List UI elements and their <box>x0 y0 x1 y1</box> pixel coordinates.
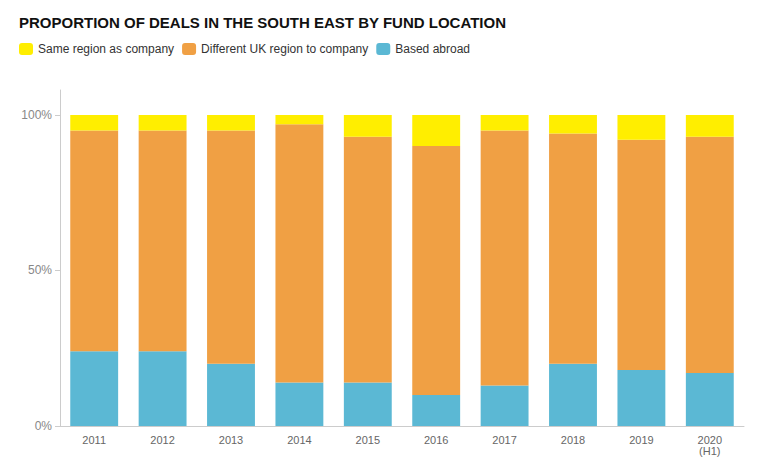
svg-text:PROPORTION OF DEALS IN THE SOU: PROPORTION OF DEALS IN THE SOUTH EAST BY… <box>19 14 506 31</box>
svg-text:2014: 2014 <box>287 434 311 446</box>
svg-text:Based abroad: Based abroad <box>395 42 470 56</box>
svg-text:0%: 0% <box>35 419 53 433</box>
svg-text:2013: 2013 <box>219 434 243 446</box>
svg-text:2016: 2016 <box>424 434 448 446</box>
svg-text:Different UK region to company: Different UK region to company <box>201 42 368 56</box>
svg-text:2019: 2019 <box>629 434 653 446</box>
svg-text:2012: 2012 <box>150 434 174 446</box>
svg-text:2011: 2011 <box>82 434 106 446</box>
svg-text:(H1): (H1) <box>699 445 720 457</box>
svg-text:50%: 50% <box>28 263 52 277</box>
svg-text:2017: 2017 <box>492 434 516 446</box>
svg-text:Same region as company: Same region as company <box>38 42 174 56</box>
svg-text:2018: 2018 <box>561 434 585 446</box>
svg-text:2020: 2020 <box>697 433 722 446</box>
svg-text:2015: 2015 <box>356 434 380 446</box>
svg-text:100%: 100% <box>21 108 52 122</box>
